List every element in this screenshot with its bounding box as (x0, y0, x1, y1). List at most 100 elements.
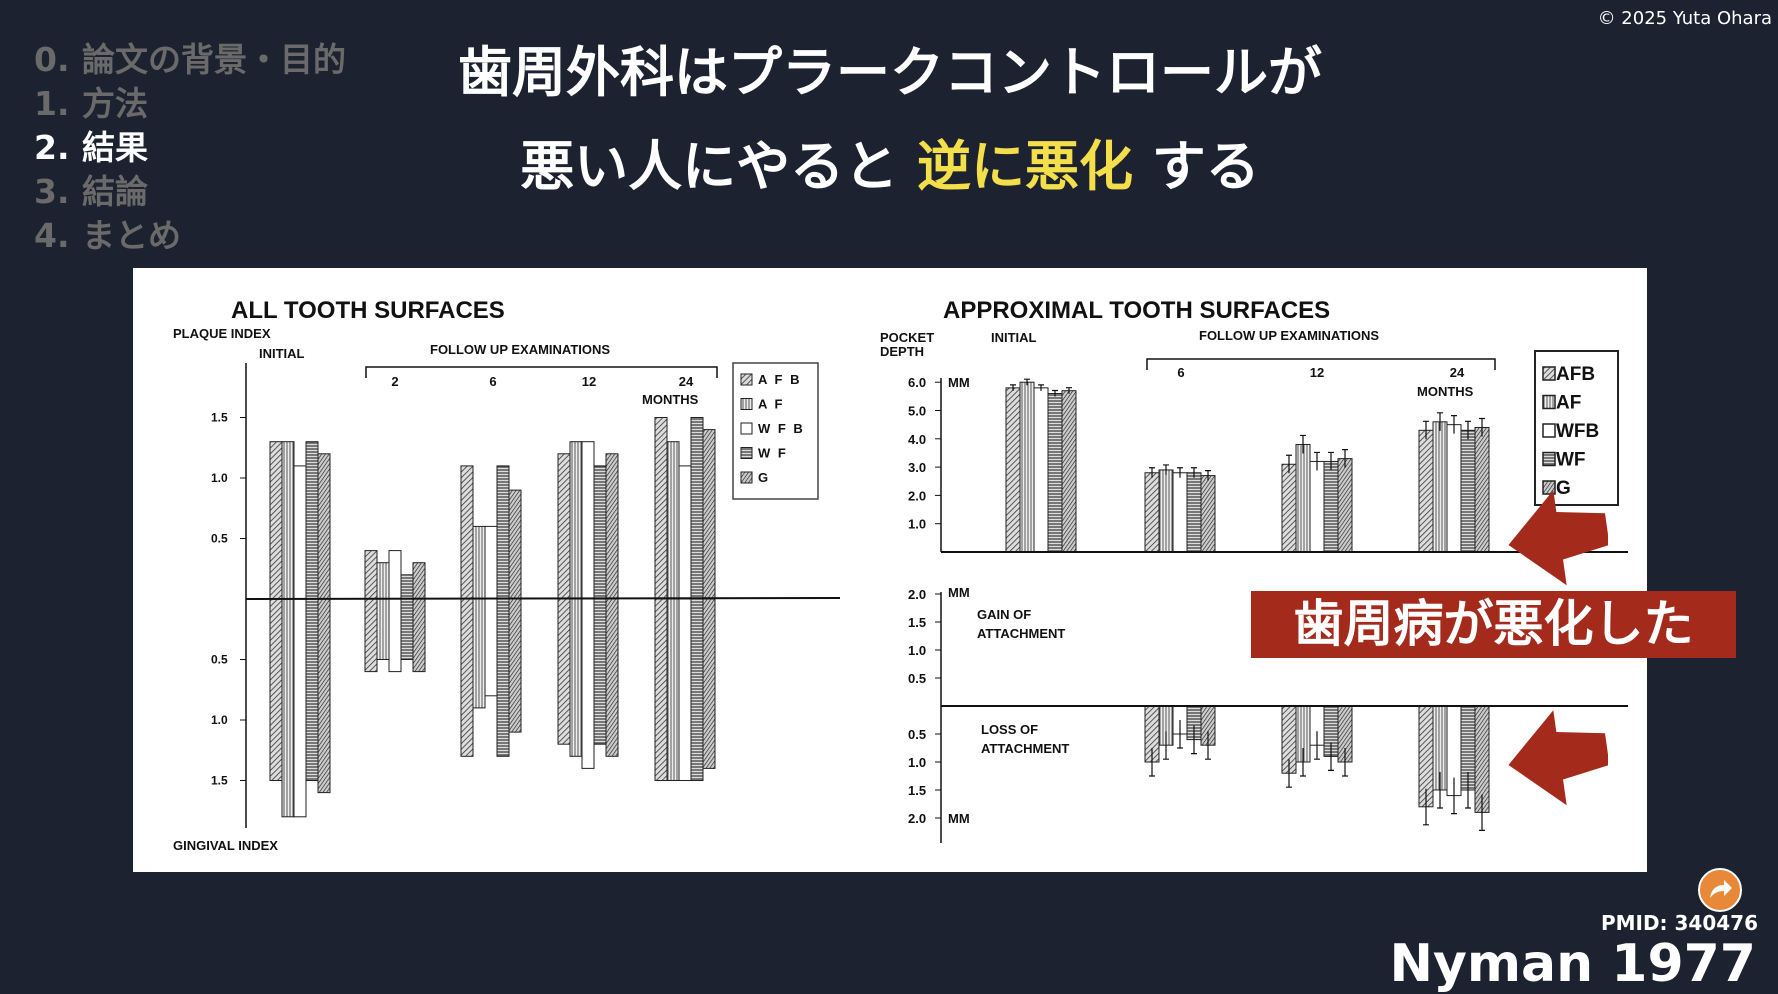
nav-num: 2. (34, 128, 70, 167)
bar-plaque-WFB (581, 441, 595, 600)
error-bar (1177, 720, 1183, 749)
legend-swatch (740, 471, 753, 484)
error-bar (1328, 742, 1334, 771)
bar-gingival-AFB (364, 598, 378, 673)
legend-label: WF (1556, 450, 1586, 471)
legend-swatch (740, 447, 753, 459)
bar-pocket-depth-G (1200, 475, 1216, 553)
bar-pocket-depth-AFB (1144, 472, 1160, 553)
y-tick-label: 1.0 (908, 517, 926, 532)
nav-label: 結論 (82, 172, 148, 211)
bar-gingival-AF (666, 598, 680, 781)
legend-swatch (740, 398, 753, 410)
bar-plaque-AFB (269, 441, 283, 600)
chart-title: ALL TOOTH SURFACES (231, 297, 505, 324)
y-tick-label: 1.0 (211, 713, 228, 727)
bar-gingival-AFB (557, 598, 571, 745)
error-bar (1066, 387, 1072, 394)
zero-line (245, 597, 841, 600)
legend-label: AF (1556, 393, 1581, 414)
bar-gingival-WF (305, 598, 319, 781)
bar-pocket-depth-AFB (1005, 387, 1021, 553)
nav-item-summary: 4. まとめ (34, 214, 346, 258)
error-bar (1314, 451, 1320, 471)
bar-pocket-depth-WFB (1033, 387, 1049, 553)
title-highlight: 逆に悪化 (917, 135, 1133, 198)
error-bar (1342, 449, 1348, 468)
error-bar (1479, 794, 1485, 831)
category-label: 12 (1310, 365, 1324, 380)
bar-plaque-G (605, 453, 619, 600)
bar-gingival-WF (400, 598, 414, 660)
unit-label: MM (948, 811, 970, 826)
y-axis-label-top: PLAQUE INDEX (173, 326, 271, 341)
nav-label: まとめ (82, 216, 181, 255)
error-bar (1465, 420, 1471, 440)
bar-pocket-depth-G (1061, 390, 1077, 553)
bar-pocket-depth-WFB (1309, 460, 1325, 553)
bar-plaque-AF (666, 441, 680, 600)
y-tick-label: 1.5 (211, 774, 228, 788)
legend-swatch (740, 373, 753, 386)
nav-label: 結果 (82, 128, 148, 167)
error-bar (1465, 772, 1471, 809)
bar-plaque-WFB (678, 465, 692, 600)
error-bar (1191, 725, 1197, 755)
bar-gingival-AF (376, 598, 390, 660)
category-label: 24 (679, 374, 694, 389)
bar-plaque-AF (472, 525, 486, 600)
y-axis-label-top: DEPTH (880, 344, 924, 359)
bar-pocket-depth-AF (1295, 443, 1311, 553)
bar-plaque-WF (305, 441, 319, 600)
y-tick-label: 6.0 (908, 375, 926, 390)
legend-label: WFB (1556, 421, 1599, 442)
bar-gingival-AF (472, 598, 486, 709)
legend-label: AFB (1556, 364, 1595, 385)
bar-plaque-AFB (364, 550, 378, 600)
category-label: 2 (391, 374, 398, 389)
nav-item-methods: 1. 方法 (34, 82, 346, 126)
error-bar (1423, 788, 1429, 826)
nav-label: 論文の背景・目的 (82, 40, 346, 79)
share-button[interactable] (1698, 868, 1742, 912)
bar-pocket-depth-G (1474, 426, 1490, 553)
nav-num: 3. (34, 172, 70, 211)
reference: Nyman 1977 (1389, 934, 1756, 994)
bar-plaque-WFB (388, 550, 402, 600)
error-bar (1342, 748, 1348, 777)
bar-gingival-AFB (654, 598, 668, 781)
title-text: する (1133, 135, 1260, 198)
legend-swatch (740, 422, 753, 435)
bar-pocket-depth-AF (1158, 469, 1174, 553)
y-tick-label: 1.5 (211, 411, 228, 425)
y-tick-label: 0.5 (211, 532, 228, 546)
bar-plaque-AF (281, 441, 295, 600)
chart-title: APPROXIMAL TOOTH SURFACES (943, 297, 1330, 324)
nav-item-background: 0. 論文の背景・目的 (34, 38, 346, 82)
months-label: MONTHS (1417, 384, 1474, 399)
bar-plaque-WFB (293, 465, 307, 600)
bar-plaque-WF (690, 417, 704, 600)
slide-title-line2: 悪い人にやると 逆に悪化 する (380, 122, 1400, 201)
bar-gingival-AFB (460, 598, 474, 757)
red-arrow-left-icon (1508, 490, 1608, 586)
paper-figure: ALL TOOTH SURFACES PLAQUE INDEX INITIAL … (133, 268, 1647, 872)
followup-bracket (1146, 358, 1496, 370)
bar-pocket-depth-AF (1019, 381, 1035, 553)
error-bar (1479, 417, 1485, 437)
y-tick-label: 2.0 (908, 587, 926, 602)
gain-label: ATTACHMENT (977, 626, 1065, 641)
legend-box (732, 362, 819, 500)
bar-gingival-AFB (269, 598, 283, 781)
bar-gingival-WFB (484, 598, 498, 697)
error-bar (1314, 731, 1320, 760)
legend-swatch (1542, 366, 1556, 381)
y-tick-label: 1.0 (908, 755, 926, 770)
bar-gingival-WFB (388, 598, 402, 673)
pmid: PMID: 340476 (1600, 911, 1758, 935)
legend-label: W F B (758, 421, 805, 436)
bar-gingival-WF (496, 598, 510, 757)
bar-pocket-depth-WFB (1446, 424, 1462, 553)
bar-plaque-AF (569, 441, 583, 600)
error-bar (1286, 454, 1292, 474)
